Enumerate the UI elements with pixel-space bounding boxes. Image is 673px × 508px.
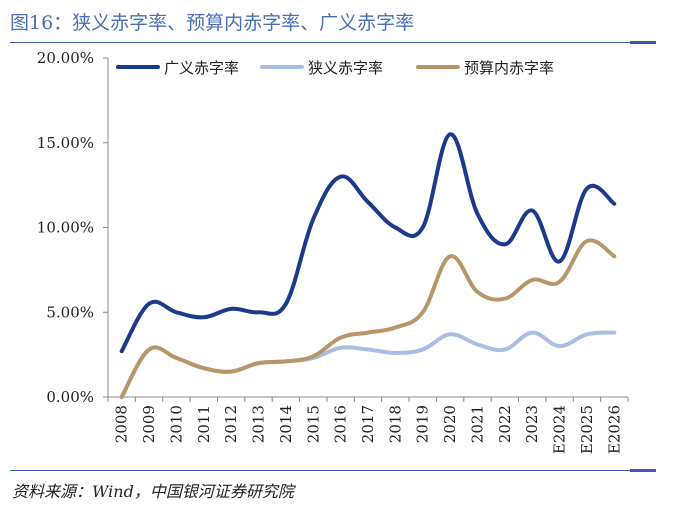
x-tick-label: 2010 [167,405,185,443]
series-line-3 [119,238,617,399]
x-tick-label: 2016 [332,405,350,443]
x-tick-label: 2009 [140,405,158,443]
x-tick-label: 2011 [195,405,213,443]
legend-label-2: 狭义赤字率 [308,59,383,77]
x-tick-label: 2015 [304,405,322,443]
y-tick-label: 15.00% [37,134,94,152]
x-tick-label: 2021 [468,405,486,443]
x-tick-label: 2014 [277,405,295,443]
legend-label-3: 预算内赤字率 [464,59,554,77]
x-tick-label: 2013 [250,405,268,443]
source-divider-accent [630,469,656,472]
y-tick-label: 10.00% [37,219,94,237]
x-tick-label: 2018 [386,405,404,443]
x-tick-label: E2026 [605,405,623,454]
source-divider [10,470,656,471]
chart-legend: 广义赤字率 狭义赤字率 预算内赤字率 [116,59,554,77]
chart-axes: 0.00% 5.00% 10.00% 15.00% 20.00% 2008 2009 2010… [37,49,629,454]
x-tick-label: 2008 [113,405,131,443]
title-divider-accent [630,41,656,44]
figure-title: 图16：狭义赤字率、预算内赤字率、广义赤字率 [10,12,415,34]
legend-label-1: 广义赤字率 [164,59,239,77]
title-divider [10,42,656,43]
x-tick-label: E2025 [578,405,596,454]
x-tick-label: 2023 [523,405,541,443]
x-tick-label: 2022 [496,405,514,443]
x-tick-label: 2017 [359,405,377,443]
y-tick-label: 5.00% [46,303,94,321]
series-layer [119,132,617,399]
series-line-1 [119,132,617,354]
x-tick-label: 2019 [414,405,432,443]
x-tick-label: 2020 [441,405,459,443]
y-tick-label: 0.00% [46,388,94,406]
y-tick-label: 20.00% [37,49,94,67]
x-tick-label: 2012 [222,405,240,443]
x-tick-label: E2024 [551,405,569,454]
source-note: 资料来源：Wind，中国银河证券研究院 [12,482,294,501]
